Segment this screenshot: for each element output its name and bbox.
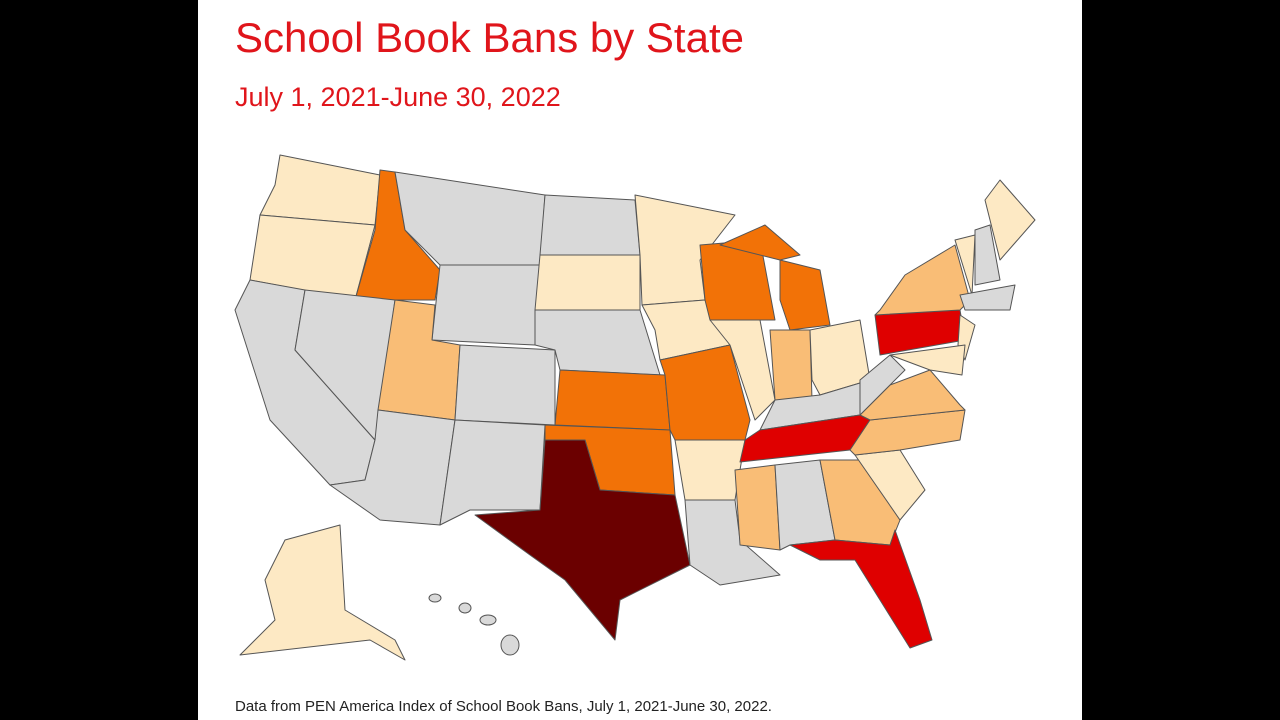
state bbox=[889, 344, 966, 376]
state bbox=[709, 319, 776, 421]
island bbox=[428, 593, 442, 603]
state bbox=[534, 254, 641, 311]
state bbox=[439, 419, 546, 526]
state bbox=[554, 369, 671, 431]
state bbox=[859, 354, 906, 416]
state bbox=[874, 244, 971, 316]
state bbox=[474, 439, 691, 641]
state bbox=[984, 179, 1036, 261]
state bbox=[239, 524, 406, 661]
state bbox=[684, 499, 781, 586]
state bbox=[779, 259, 831, 331]
subtitle: July 1, 2021-June 30, 2022 bbox=[235, 82, 561, 112]
state bbox=[769, 329, 813, 401]
island bbox=[500, 634, 520, 656]
us-map bbox=[234, 154, 1036, 661]
state bbox=[259, 154, 381, 226]
state bbox=[454, 344, 556, 426]
state bbox=[539, 194, 641, 256]
panel: School Book Bans by State July 1, 2021-J… bbox=[198, 0, 1082, 720]
state bbox=[719, 224, 801, 261]
source-note: Data from PEN America Index of School Bo… bbox=[235, 698, 772, 715]
state bbox=[954, 234, 976, 296]
state bbox=[959, 284, 1016, 311]
island bbox=[458, 602, 472, 614]
state bbox=[789, 529, 933, 649]
title: School Book Bans by State bbox=[235, 14, 744, 61]
state bbox=[734, 464, 781, 551]
island bbox=[479, 614, 497, 626]
state bbox=[431, 264, 541, 346]
state bbox=[974, 224, 1001, 286]
